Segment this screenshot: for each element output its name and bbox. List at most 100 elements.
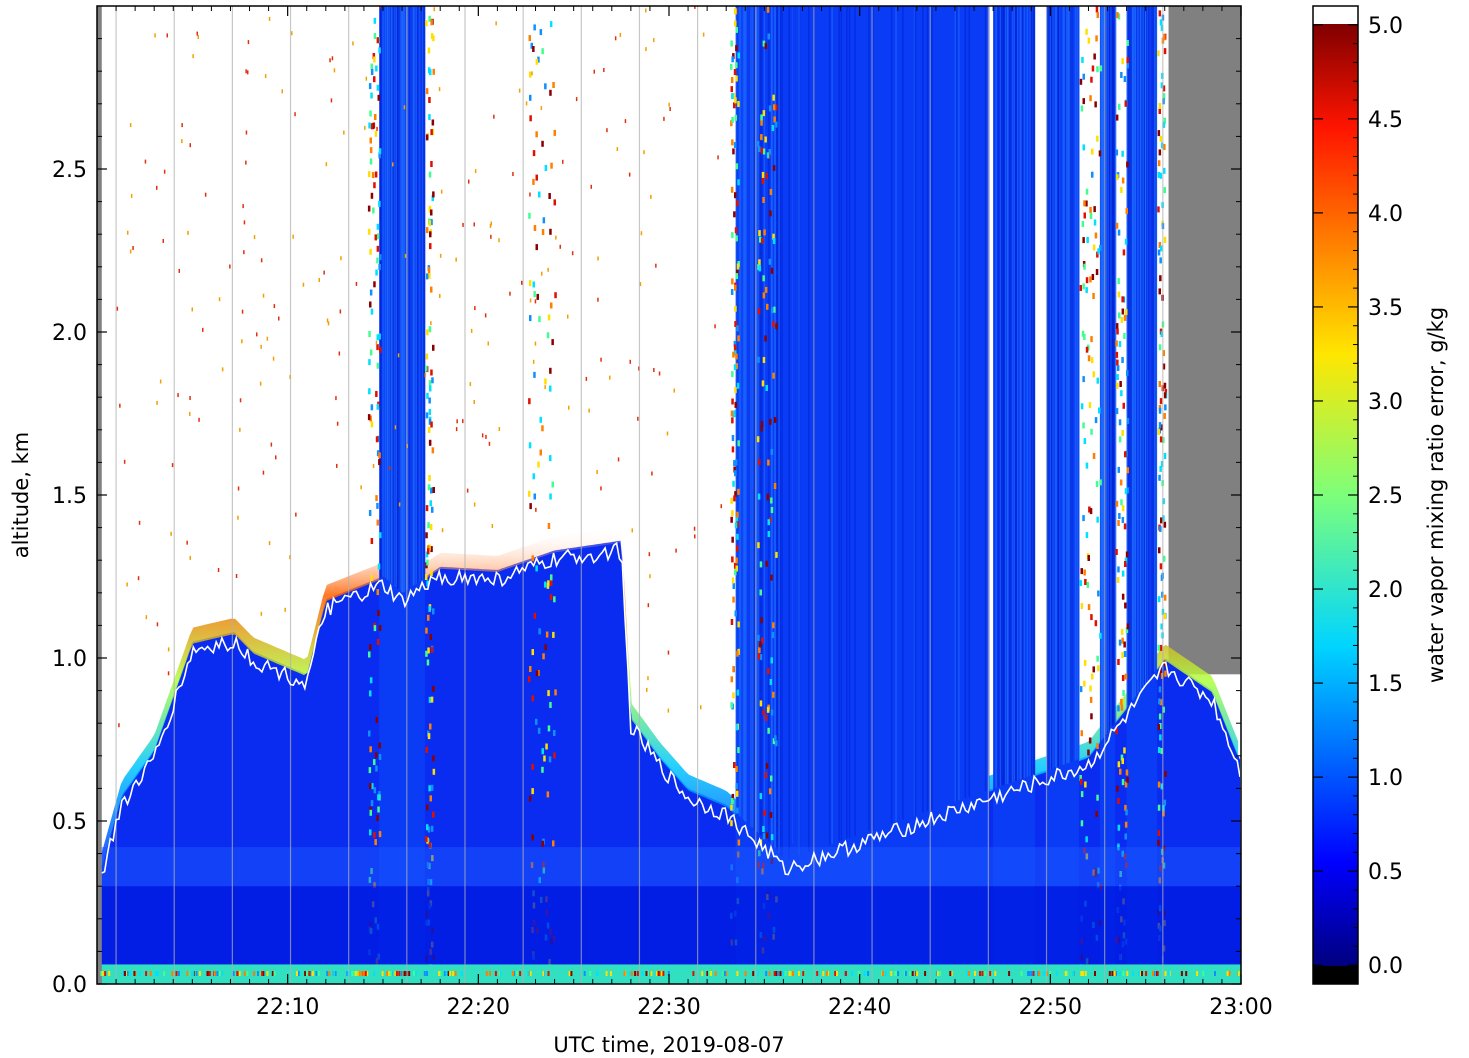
streak — [913, 6, 916, 816]
surface-noise — [825, 971, 828, 976]
noise-pixel — [1088, 737, 1092, 744]
streak — [424, 6, 426, 578]
streak — [735, 6, 738, 814]
speckle — [189, 555, 191, 560]
speckle — [529, 298, 532, 303]
surface-band — [101, 964, 1241, 984]
noise-pixel — [1095, 35, 1098, 42]
surface-noise — [447, 971, 450, 976]
streak — [382, 6, 384, 577]
surface-noise — [966, 971, 969, 976]
surface-noise — [634, 971, 637, 976]
speckle — [575, 97, 578, 102]
noise-pixel — [734, 610, 737, 617]
noise-pixel — [1159, 257, 1162, 264]
streak — [742, 6, 745, 820]
noise-pixel — [430, 487, 433, 494]
noise-pixel — [735, 75, 738, 82]
noise-pixel — [758, 265, 762, 272]
noise-pixel — [1159, 19, 1163, 26]
noise-pixel — [736, 689, 740, 696]
noise-pixel — [768, 105, 772, 112]
surface-noise — [723, 971, 726, 976]
surface-noise — [100, 971, 103, 976]
y-tick-label: 0.0 — [52, 973, 87, 998]
speckle — [404, 253, 407, 258]
noise-pixel — [1089, 206, 1092, 213]
noise-pixel — [378, 200, 381, 207]
noise-pixel — [1116, 785, 1119, 792]
speckle — [597, 297, 599, 302]
noise-pixel — [1091, 274, 1095, 280]
surface-noise — [489, 971, 491, 976]
noise-pixel — [733, 460, 736, 467]
noise-pixel — [375, 65, 378, 72]
noise-pixel — [429, 69, 432, 76]
streak — [1021, 6, 1023, 779]
streak — [1107, 6, 1109, 732]
streak — [1020, 6, 1022, 780]
speckle — [474, 169, 477, 174]
noise-pixel — [532, 178, 535, 185]
noise-pixel — [546, 332, 550, 339]
noise-pixel — [425, 746, 428, 753]
noise-pixel — [425, 227, 429, 234]
speckle — [429, 0, 431, 2]
noise-pixel — [1159, 644, 1163, 651]
noise-pixel — [376, 815, 379, 822]
noise-pixel — [1121, 570, 1125, 577]
noise-pixel — [1080, 403, 1084, 410]
noise-pixel — [1115, 222, 1119, 229]
noise-pixel — [1079, 686, 1083, 693]
noise-pixel — [541, 140, 544, 147]
noise-pixel — [1162, 498, 1165, 505]
x-tick-label: 22:10 — [256, 995, 319, 1020]
streak — [1010, 6, 1012, 783]
surface-noise — [373, 971, 376, 976]
surface-noise — [138, 971, 141, 976]
noise-pixel — [373, 281, 376, 288]
noise-pixel — [731, 417, 734, 424]
noise-pixel — [430, 546, 433, 553]
noise-pixel — [430, 369, 433, 376]
surface-noise — [238, 971, 241, 976]
surface-noise — [413, 971, 416, 976]
noise-pixel — [1157, 747, 1161, 753]
noise-pixel — [1163, 382, 1167, 389]
colorbar: 0.0 0.5 1.0 1.5 2.0 2.5 3.0 3.5 4.0 4.5 5.0 — [1312, 5, 1403, 985]
noise-pixel — [730, 676, 733, 683]
speckle — [488, 441, 491, 446]
surface-noise — [133, 971, 136, 976]
noise-pixel — [1159, 398, 1163, 405]
noise-pixel — [1085, 28, 1088, 35]
noise-pixel — [425, 532, 428, 539]
noise-pixel — [1091, 148, 1094, 155]
speckle — [540, 106, 543, 111]
noise-pixel — [1089, 95, 1092, 102]
noise-pixel — [1157, 171, 1161, 178]
noise-pixel — [1081, 56, 1084, 63]
noise-pixel — [1099, 65, 1103, 72]
noise-pixel — [1117, 291, 1121, 298]
speckle — [243, 250, 245, 255]
noise-pixel — [734, 491, 737, 498]
speckle — [456, 419, 458, 424]
surface-noise — [364, 971, 367, 976]
streak — [1151, 6, 1153, 676]
colorbar-tick-label: 4.5 — [1368, 108, 1403, 133]
noise-pixel — [1163, 799, 1167, 806]
noise-pixel — [430, 784, 434, 791]
speckle — [585, 376, 588, 381]
surface-noise — [636, 971, 639, 976]
noise-pixel — [372, 207, 375, 214]
surface-noise — [816, 971, 819, 976]
speckle — [628, 172, 631, 177]
noise-pixel — [552, 840, 555, 847]
surface-noise — [784, 971, 787, 976]
surface-noise — [186, 971, 189, 976]
speckle — [669, 107, 671, 111]
noise-pixel — [374, 839, 377, 846]
colorbar-tick-label: 4.0 — [1368, 202, 1403, 227]
noise-pixel — [528, 212, 531, 219]
noise-pixel — [1083, 680, 1086, 687]
